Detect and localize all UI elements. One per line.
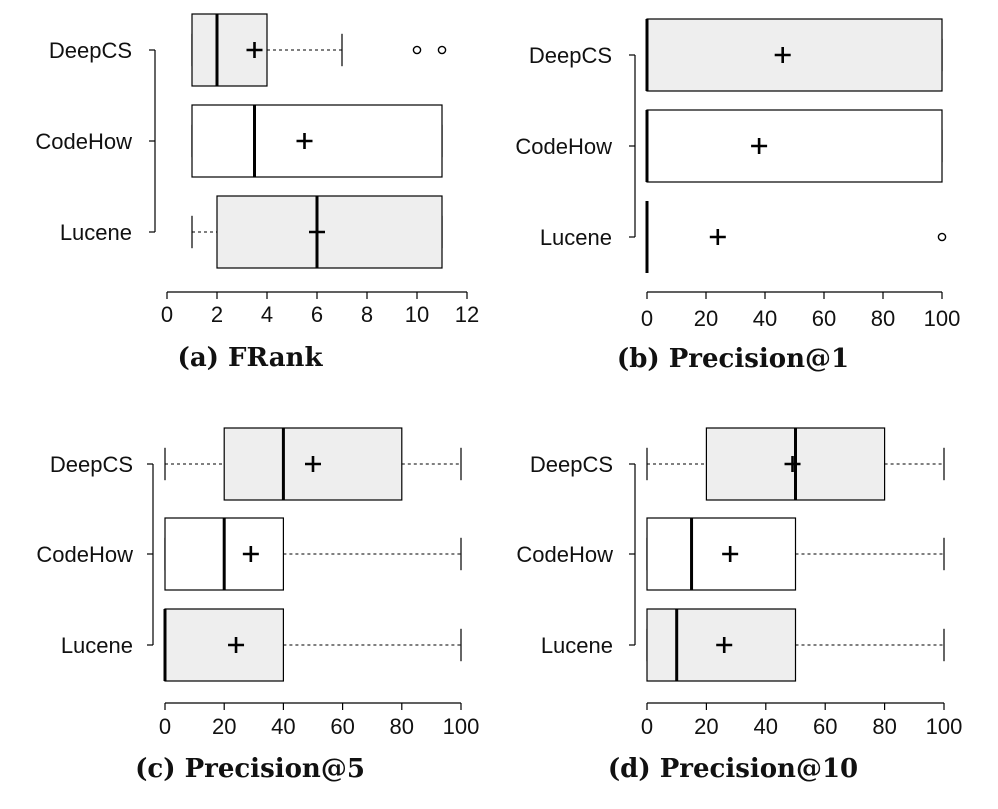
panel-caption: (b) Precision@1	[617, 344, 849, 374]
box-codehow: CodeHow	[515, 109, 943, 183]
category-label: Lucene	[541, 633, 613, 658]
x-tick-label: 20	[212, 714, 236, 739]
category-label: DeepCS	[529, 43, 612, 68]
mean-marker	[751, 138, 768, 154]
mean-marker	[722, 546, 739, 562]
x-tick-label: 40	[271, 714, 295, 739]
box-lucene: Lucene	[61, 608, 462, 682]
x-tick-label: 2	[211, 302, 223, 327]
mean-marker	[774, 47, 791, 63]
category-label: DeepCS	[530, 452, 613, 477]
x-tick-label: 8	[361, 302, 373, 327]
x-tick-label: 100	[926, 714, 963, 739]
panel-3: DeepCS CodeHow Lucene 0 20 40 60 80 100 (c) Preci…	[36, 427, 480, 784]
box-deepcs: DeepCS	[49, 13, 447, 87]
category-label: DeepCS	[50, 452, 133, 477]
mean-marker	[305, 456, 321, 472]
box-lucene: Lucene	[540, 201, 947, 273]
box-codehow: CodeHow	[36, 517, 462, 591]
x-tick-label: 60	[812, 306, 836, 331]
category-label: CodeHow	[516, 542, 613, 567]
box-lucene: Lucene	[541, 608, 945, 682]
iqr-box	[646, 109, 943, 183]
mean-marker	[716, 637, 733, 653]
x-tick-label: 10	[405, 302, 429, 327]
outlier-point	[412, 45, 422, 55]
category-label: DeepCS	[49, 38, 132, 63]
panel-1: DeepCS CodeHow Lucene 0 2 4 6 8 10 12 (a) FRank	[35, 13, 479, 373]
mean-marker	[784, 456, 801, 472]
category-label: CodeHow	[36, 542, 133, 567]
box-deepcs: DeepCS	[530, 427, 945, 501]
mean-marker	[242, 546, 259, 562]
mean-marker	[709, 229, 726, 245]
mean-marker	[228, 637, 245, 653]
panel-caption: (a) FRank	[178, 343, 324, 373]
category-label: Lucene	[60, 220, 132, 245]
x-tick-label: 40	[753, 306, 777, 331]
category-label: Lucene	[61, 633, 133, 658]
iqr-box	[646, 517, 797, 591]
category-label: CodeHow	[515, 134, 612, 159]
x-tick-label: 6	[311, 302, 323, 327]
x-tick-label: 100	[924, 306, 961, 331]
box-codehow: CodeHow	[516, 517, 945, 591]
x-tick-label: 0	[641, 714, 653, 739]
x-tick-label: 80	[871, 306, 895, 331]
category-label: Lucene	[540, 225, 612, 250]
mean-marker	[246, 42, 263, 58]
outlier-point	[937, 232, 947, 242]
x-tick-label: 60	[330, 714, 354, 739]
box-codehow: CodeHow	[35, 104, 443, 178]
outlier-point	[437, 45, 447, 55]
panel-caption: (d) Precision@10	[608, 754, 858, 784]
x-tick-label: 0	[161, 302, 173, 327]
box-deepcs: DeepCS	[529, 18, 943, 92]
box-deepcs: DeepCS	[50, 427, 462, 501]
box-lucene: Lucene	[60, 195, 443, 269]
x-tick-label: 40	[754, 714, 778, 739]
category-label: CodeHow	[35, 129, 132, 154]
mean-marker	[296, 133, 313, 149]
x-tick-label: 80	[872, 714, 896, 739]
iqr-box	[164, 608, 285, 682]
x-tick-label: 100	[443, 714, 480, 739]
x-tick-label: 80	[390, 714, 414, 739]
panel-4: DeepCS CodeHow Lucene 0 20 40 60 80 100 (d) Preci…	[516, 427, 963, 784]
panel-2: DeepCS CodeHow Lucene 0 20 40 60 80 100 (b) Preci…	[515, 18, 961, 374]
iqr-box	[191, 104, 443, 178]
x-tick-label: 0	[641, 306, 653, 331]
x-tick-label: 20	[694, 714, 718, 739]
mean-marker	[309, 224, 325, 240]
iqr-box	[646, 18, 943, 92]
x-tick-label: 20	[694, 306, 718, 331]
x-tick-label: 0	[159, 714, 171, 739]
x-tick-label: 12	[455, 302, 479, 327]
iqr-box	[216, 195, 443, 269]
x-tick-label: 60	[813, 714, 837, 739]
panel-caption: (c) Precision@5	[135, 754, 365, 784]
x-tick-label: 4	[261, 302, 273, 327]
